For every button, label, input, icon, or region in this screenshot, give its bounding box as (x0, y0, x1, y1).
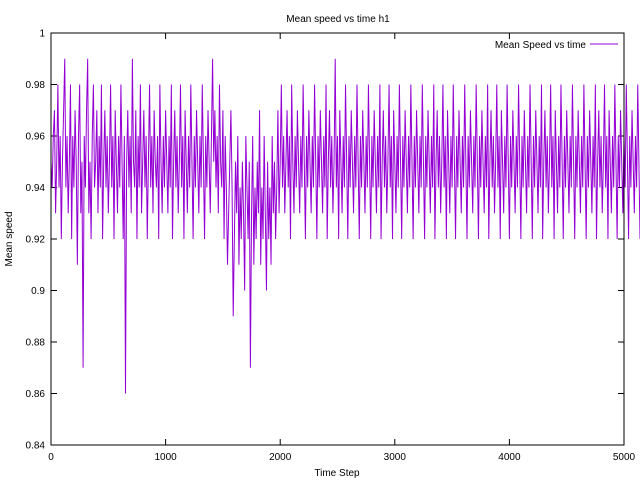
y-tick-label: 0.86 (26, 389, 46, 400)
y-tick-label: 0.88 (26, 338, 46, 349)
series-layer (50, 58, 640, 394)
x-axis-label: Time Step (314, 468, 360, 479)
chart-title: Mean speed vs time h1 (286, 14, 390, 25)
series-line (50, 58, 640, 394)
y-tick-label: 0.94 (26, 183, 46, 194)
y-tick-label: 0.98 (26, 80, 46, 91)
y-tick-label: 1 (39, 29, 45, 40)
y-tick-label: 0.9 (31, 286, 45, 297)
legend: Mean Speed vs time (495, 40, 618, 51)
x-tick-label: 3000 (384, 452, 407, 463)
legend-label: Mean Speed vs time (495, 40, 587, 51)
x-tick-label: 0 (48, 452, 54, 463)
y-axis-label: Mean speed (4, 211, 15, 266)
y-tick-label: 0.92 (26, 235, 46, 246)
x-tick-label: 1000 (154, 452, 177, 463)
plot-frame (50, 32, 625, 446)
y-tick-label: 0.84 (26, 441, 46, 452)
x-tick-label: 4000 (498, 452, 521, 463)
x-tick-label: 2000 (269, 452, 292, 463)
y-tick-label: 0.96 (26, 132, 46, 143)
x-tick-label: 5000 (613, 452, 636, 463)
